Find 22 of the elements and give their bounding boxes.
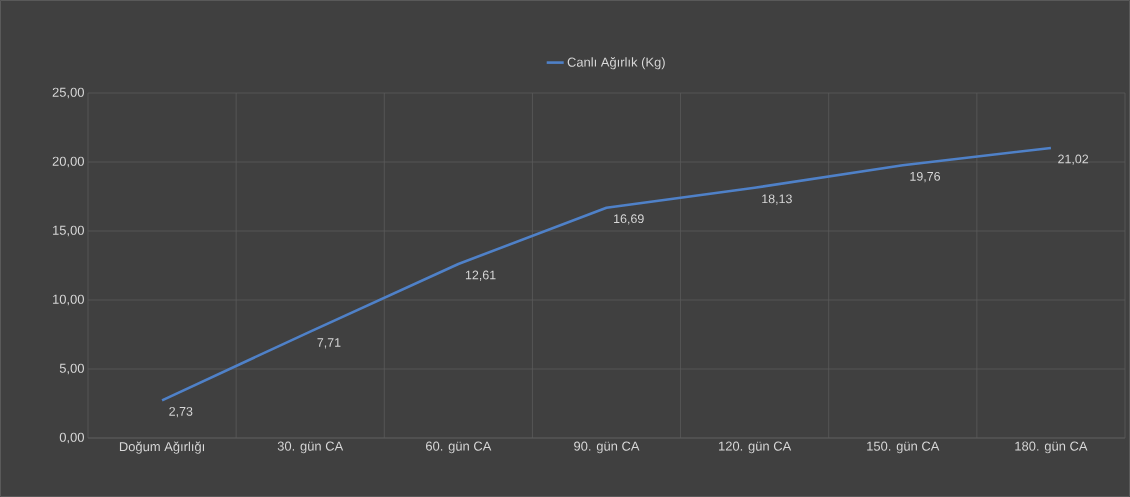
data-label: 12,61 (465, 270, 496, 281)
x-tick-label: 120. gün CA (719, 441, 792, 454)
x-tick-label: 30. gün CA (277, 441, 344, 454)
data-label: 18,13 (762, 194, 792, 205)
x-tick-label: 180. gün CA (1015, 441, 1088, 454)
y-tick-label: 5,00 (59, 363, 84, 375)
x-tick-label: 90. gün CA (574, 441, 640, 454)
legend-label: Canlı Ağırlık (Kg) (567, 57, 665, 70)
line-series (160, 146, 1053, 402)
y-tick-label: 20,00 (52, 156, 84, 168)
y-tick-label: 15,00 (53, 225, 84, 237)
data-label: 21,02 (1058, 154, 1089, 165)
data-label: 7,71 (317, 338, 341, 349)
x-tick-label: 60. gün CA (426, 441, 492, 454)
data-label: 2,73 (169, 406, 193, 418)
data-label: 16,69 (614, 214, 644, 225)
y-tick-label: 0,00 (59, 432, 84, 444)
x-tick-label: 150. gün CA (867, 441, 940, 454)
y-tick-label: 25,00 (52, 87, 84, 99)
data-label: 19,76 (910, 171, 941, 183)
y-tick-label: 10,00 (53, 294, 84, 306)
x-tick-label: Doğum Ağırlığı (119, 441, 204, 454)
